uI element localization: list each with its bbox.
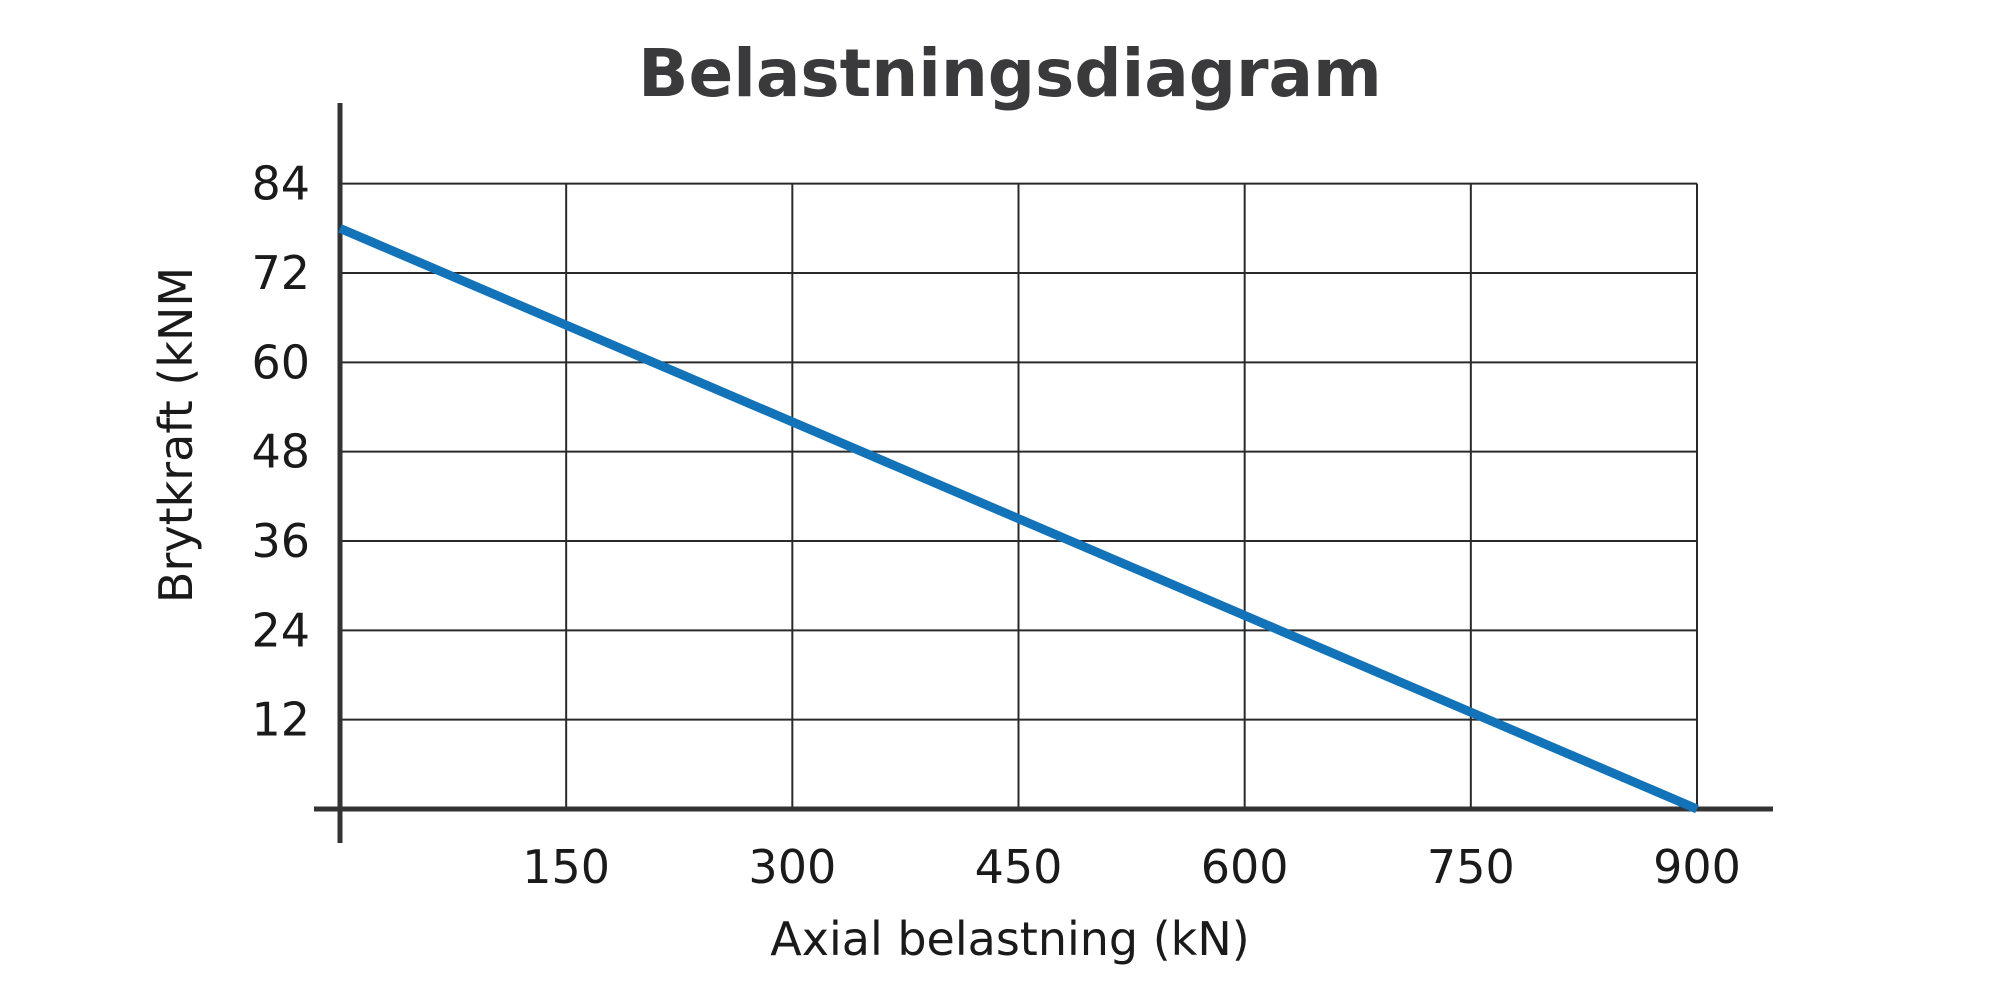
x-tick-label: 600 [1201, 840, 1289, 894]
grid [340, 182, 1698, 809]
x-tick-label: 450 [975, 840, 1063, 894]
y-tick-label: 48 [251, 425, 310, 479]
x-tick-label: 150 [522, 840, 610, 894]
x-tick-label: 300 [748, 840, 836, 894]
series-line [338, 224, 1699, 814]
series [338, 224, 1699, 814]
x-tick-label: 750 [1427, 840, 1515, 894]
x-axis-label: Axial belastning (kN) [770, 912, 1249, 966]
y-tick-label: 36 [251, 514, 310, 568]
axes [314, 103, 1773, 843]
chart-title: Belastningsdiagram [638, 35, 1382, 112]
y-tick-label: 24 [251, 603, 310, 657]
x-tick-label: 900 [1653, 840, 1741, 894]
y-tick-label: 84 [251, 157, 310, 211]
y-axis-label: Brytkraft (kNM [149, 267, 203, 603]
tick-labels: 12 24 36 48 60 72 84 150 300 450 600 750 900 [251, 157, 1740, 894]
y-tick-label: 60 [251, 335, 310, 389]
y-tick-label: 12 [251, 693, 310, 747]
y-tick-label: 72 [251, 246, 310, 300]
